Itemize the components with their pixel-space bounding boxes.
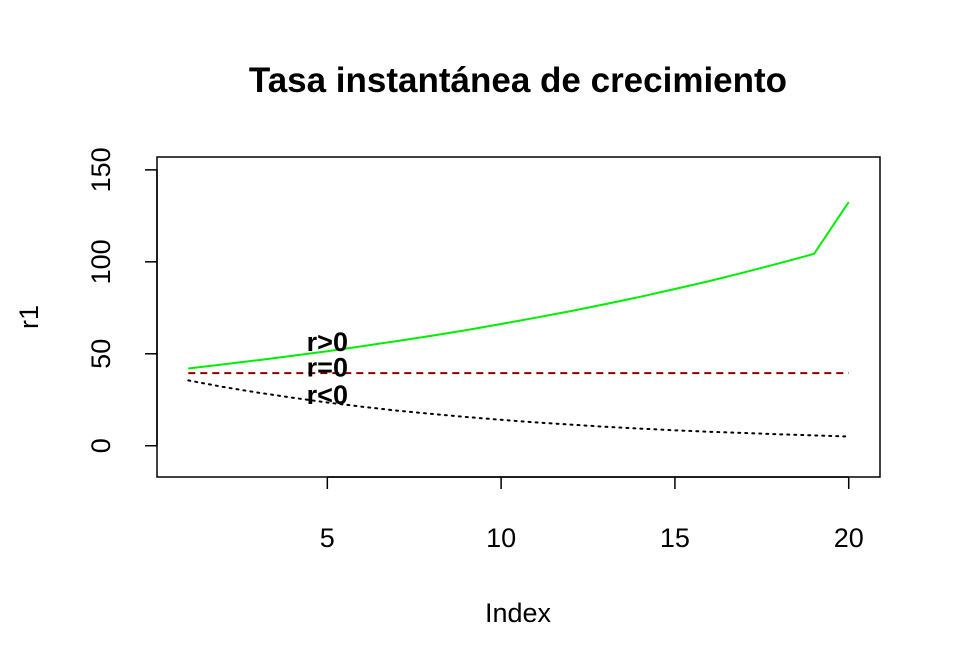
annotation-label: r<0 [307,380,348,410]
plot-frame [156,156,881,478]
annotation-label: r=0 [307,353,348,383]
y-tick-label: 0 [86,438,116,453]
x-tick-label: 5 [320,523,335,553]
series-layer [187,201,850,438]
x-axis-label: Index [485,598,552,628]
chart-title: Tasa instantánea de crecimiento [249,61,787,100]
y-tick-label: 150 [86,147,116,192]
series-line-solid [188,201,850,370]
y-tick-label: 50 [86,339,116,369]
annotation-layer: r>0r=0r<0 [307,327,348,410]
y-axis: 0 50 100 150 [86,147,158,453]
x-tick-label: 20 [834,523,864,553]
x-tick-label: 10 [486,523,516,553]
y-tick-label: 100 [86,239,116,284]
x-axis: 5 10 15 20 [320,476,864,553]
x-tick-label: 15 [660,523,690,553]
y-axis-label: r1 [14,305,44,329]
series-line-dotted [187,379,850,438]
annotation-label: r>0 [307,327,348,357]
